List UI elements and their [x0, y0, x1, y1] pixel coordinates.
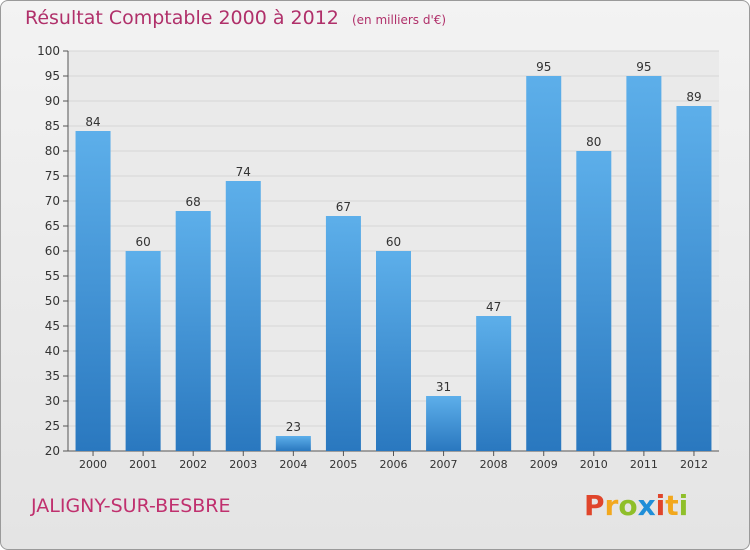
- chart-title: Résultat Comptable 2000 à 2012: [25, 7, 339, 29]
- bar: [676, 106, 712, 451]
- x-tick-label: 2010: [580, 458, 608, 471]
- proxiti-logo: Proxiti: [584, 489, 688, 522]
- data-label: 23: [286, 420, 301, 434]
- x-tick-label: 2001: [129, 458, 157, 471]
- y-tick-label: 65: [45, 219, 60, 233]
- x-tick-label: 2008: [480, 458, 508, 471]
- logo-letter: P: [584, 489, 605, 522]
- y-tick-label: 90: [45, 94, 60, 108]
- data-label: 74: [236, 165, 251, 179]
- bar: [576, 151, 612, 451]
- bar: [125, 251, 161, 451]
- x-tick-label: 2011: [630, 458, 658, 471]
- chart-unit: (en milliers d'€): [351, 13, 447, 27]
- x-tick-label: 2005: [329, 458, 357, 471]
- y-tick-label: 100: [37, 44, 60, 58]
- x-tick-label: 2004: [279, 458, 307, 471]
- x-tick-label: 2000: [79, 458, 107, 471]
- commune-name: JALIGNY-SUR-BESBRE: [31, 495, 231, 517]
- data-label: 60: [386, 235, 401, 249]
- y-tick-label: 20: [45, 444, 60, 458]
- bar: [225, 181, 261, 451]
- x-tick-label: 2003: [229, 458, 257, 471]
- x-tick-label: 2006: [380, 458, 408, 471]
- y-tick-label: 40: [45, 344, 60, 358]
- y-tick-label: 55: [45, 269, 60, 283]
- data-label: 68: [186, 195, 201, 209]
- x-tick-label: 2007: [430, 458, 458, 471]
- logo-letter: x: [637, 489, 656, 522]
- bar: [376, 251, 411, 451]
- data-label: 95: [536, 60, 551, 74]
- logo-letter: o: [618, 489, 638, 522]
- bars: 84 60 68 74 23 67 60 31 47 95 80 95 89: [75, 60, 712, 451]
- x-tick-label: 2012: [680, 458, 708, 471]
- bar: [275, 436, 311, 451]
- y-tick-label: 60: [45, 244, 60, 258]
- data-label: 60: [135, 235, 150, 249]
- bar: [325, 216, 361, 451]
- y-tick-label: 45: [45, 319, 60, 333]
- data-label: 84: [85, 115, 100, 129]
- y-tick-label: 25: [45, 419, 60, 433]
- data-label: 80: [586, 135, 601, 149]
- bar: [175, 211, 211, 451]
- y-tick-label: 95: [45, 69, 60, 83]
- y-tick-label: 50: [45, 294, 60, 308]
- bar: [526, 76, 562, 451]
- data-label: 95: [636, 60, 651, 74]
- bar: [426, 396, 462, 451]
- logo-letter: t: [665, 489, 679, 522]
- title-line: Résultat Comptable 2000 à 2012 (en milli…: [25, 7, 446, 29]
- y-tick-label: 75: [45, 169, 60, 183]
- y-tick-label: 70: [45, 194, 60, 208]
- data-label: 47: [486, 300, 501, 314]
- y-tick-label: 80: [45, 144, 60, 158]
- x-tick-label: 2009: [530, 458, 558, 471]
- data-label: 67: [336, 200, 351, 214]
- bar: [476, 316, 512, 451]
- data-label: 31: [436, 380, 451, 394]
- logo-letter: i: [655, 489, 666, 522]
- y-tick-label: 30: [45, 394, 60, 408]
- logo-letter: i: [678, 489, 689, 522]
- bar: [75, 131, 111, 451]
- bar: [626, 76, 662, 451]
- data-label: 89: [686, 90, 701, 104]
- logo-letter: r: [604, 489, 619, 522]
- y-tick-label: 85: [45, 119, 60, 133]
- y-tick-label: 35: [45, 369, 60, 383]
- axes: 20 25 30 35 40 45 50 55 60 65 70 75 80 85 90 95 100 2000 2…: [37, 44, 719, 471]
- x-tick-label: 2002: [179, 458, 207, 471]
